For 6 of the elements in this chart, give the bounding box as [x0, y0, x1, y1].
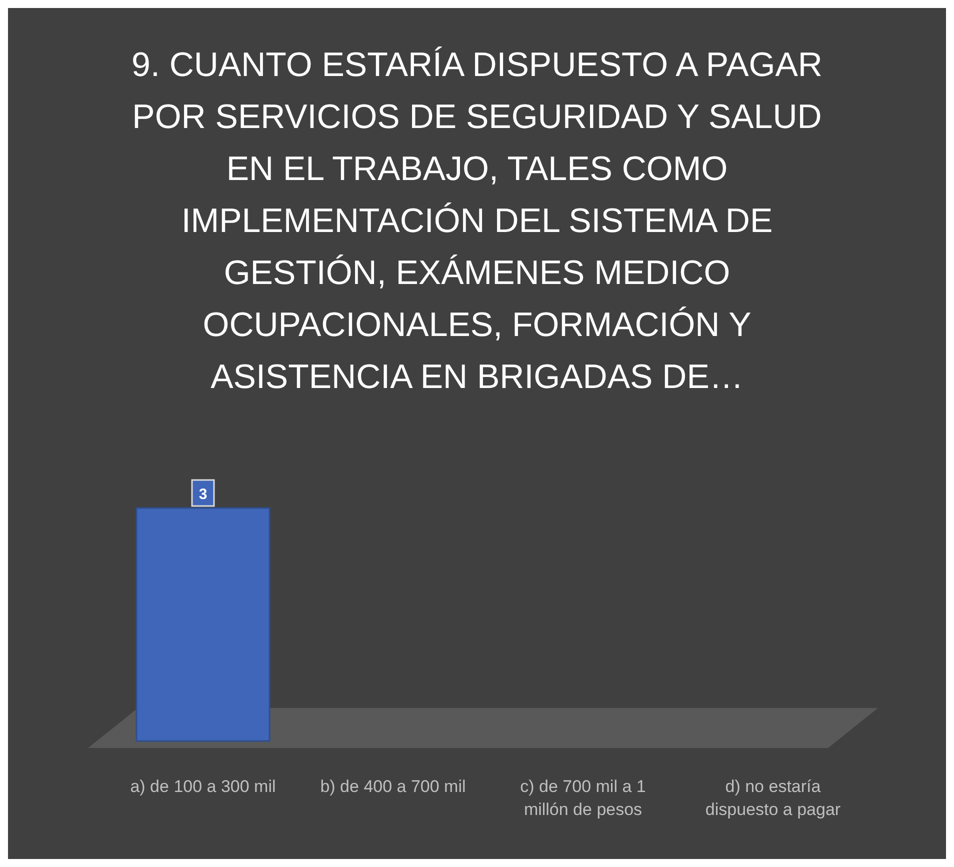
- chart-title: 9. CUANTO ESTARÍA DISPUESTO A PAGAR POR SERVICIOS DE SEGURIDAD Y SALUD EN EL TRABAJO, TALES COMO IMPLEMENTACIÓN DEL SISTEMA DE GESTIÓN, EXÁMENES MEDICO OCUPACIONALES, FORMACIÓN Y ASISTENCIA EN BRIGADAS DE…: [132, 46, 822, 396]
- data-label: 3: [198, 486, 208, 503]
- x-tick-label: a) de 100 a 300 mil: [130, 777, 276, 796]
- x-tick-label: b) de 400 a 700 mil: [320, 777, 466, 796]
- x-tick-label: c) de 700 mil a 1 millón de pesos: [520, 777, 646, 819]
- x-tick-label: d) no estaría dispuesto a pagar: [705, 777, 841, 819]
